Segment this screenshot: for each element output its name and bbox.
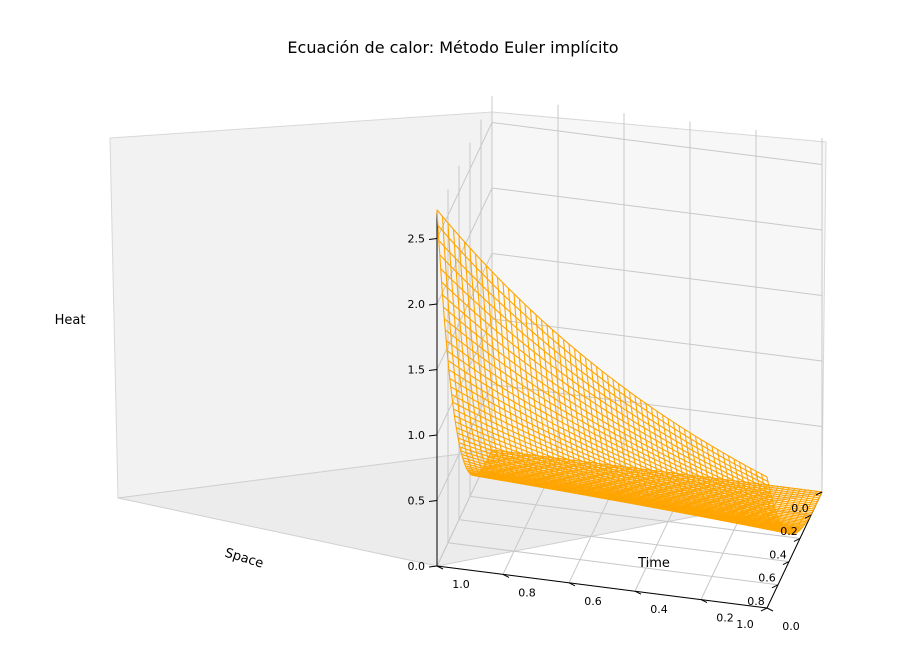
x-tick-label: 0.8 [747,595,765,608]
wire-line-t [749,468,806,532]
z-tick-mark [428,434,438,437]
y-tick-label: 1.0 [452,578,470,591]
wire-line-t [513,293,570,489]
x-tick-label: 1.0 [736,618,754,631]
y-tick-mark [700,599,708,604]
wire-line-t [507,288,564,489]
wire-line-t [562,339,619,498]
x-tick-mark [815,491,823,496]
wire-line-t [535,314,592,493]
grid-t-floor [568,466,625,584]
z-tick-label: 1.0 [408,429,426,442]
wire-line-t [711,446,768,525]
y-axis-label: Time [637,556,670,571]
wire-line-t [524,304,581,491]
wire-line-t [645,403,702,513]
x-tick-label: 0.4 [769,548,787,561]
wire-line-t [689,432,746,521]
wire-line-t [694,436,751,522]
y-tick-mark [766,607,774,612]
wire-line-t [557,334,614,497]
wireframe-surface [436,209,823,535]
wire-line-t [485,265,542,485]
y-tick-mark [634,590,642,595]
wire-line-t [705,442,762,524]
wire-line-t [452,229,509,479]
x-tick-label: 0.6 [758,572,776,585]
grid-x-floor [447,542,779,586]
z-tick-mark [428,303,438,306]
y-tick-label: 0.0 [782,620,800,633]
wire-line-t [601,370,658,505]
wire-line-t [672,422,729,518]
z-axis-label: Heat [55,313,86,328]
x-tick-mark [771,584,779,589]
grid-z [436,121,823,239]
y-axis-line [436,565,768,609]
wire-line-t [716,449,773,526]
wire-line-t [733,458,790,529]
wire-line-t [447,222,504,478]
y-tick-mark [568,582,576,587]
x-tick-mark [760,607,768,612]
wire-line-t [491,271,548,486]
wire-line-t [738,462,795,530]
z-tick-mark [428,238,438,240]
y-tick-label: 0.4 [650,603,668,616]
wire-line-t [650,407,707,514]
z-tick-mark [428,565,438,568]
wire-line-t [634,395,691,511]
y-tick-label: 0.8 [518,586,536,599]
z-tick-label: 2.5 [408,233,426,246]
wire-line-t [700,439,757,523]
wire-line-t [502,282,559,488]
wire-line-t [518,299,575,490]
wire-line-t [458,235,515,480]
wire-line-t [584,357,641,502]
x-axis-label: Space [223,546,265,572]
wire-line-t [755,471,812,533]
wire-line-t [744,465,801,531]
z-tick-label: 0.0 [408,560,426,573]
left-pane [109,111,493,499]
grid-x-floor [458,519,790,563]
y-tick-label: 0.2 [716,612,734,625]
z-tick-label: 2.0 [408,298,426,311]
y-tick-mark [502,573,510,578]
x-tick-mark [782,561,790,566]
y-tick-label: 0.6 [584,595,602,608]
wire-line-t [529,309,586,492]
x-tick-mark [793,537,801,542]
x-tick-mark [804,514,812,519]
wire-line-t [727,455,784,528]
z-tick-label: 1.5 [408,364,426,377]
grid-x-floor [469,495,801,539]
wire-line-t [661,414,718,516]
wire-line-t [590,362,647,503]
wire-line-t [568,344,625,499]
y-tick-mark [436,565,444,570]
wire-line-t [760,473,817,534]
wire-line-t [639,399,696,512]
wire-line-t [463,241,520,481]
wire-line-t [656,411,713,515]
tick-labels: 0.0 0.5 1.0 1.5 2.0 2.5 0.0 0.2 0.4 0.6 0.8 1.0 0.0 0… [408,233,823,633]
z-tick-mark [428,369,438,371]
wire-line-t [573,348,630,500]
wire-line-t [441,216,498,477]
wire-line-t [436,209,493,477]
wire-line-t [579,353,636,501]
z-tick-mark [428,500,438,502]
wire-line-t [595,366,652,504]
wire-line-t [667,418,724,517]
x-tick-label: 0.0 [791,502,809,515]
wire-line-t [496,277,553,487]
chart-title: Ecuación de calor: Método Euler implícit… [287,38,618,57]
x-tick-label: 0.2 [780,525,798,538]
z-tick-label: 0.5 [408,495,426,508]
